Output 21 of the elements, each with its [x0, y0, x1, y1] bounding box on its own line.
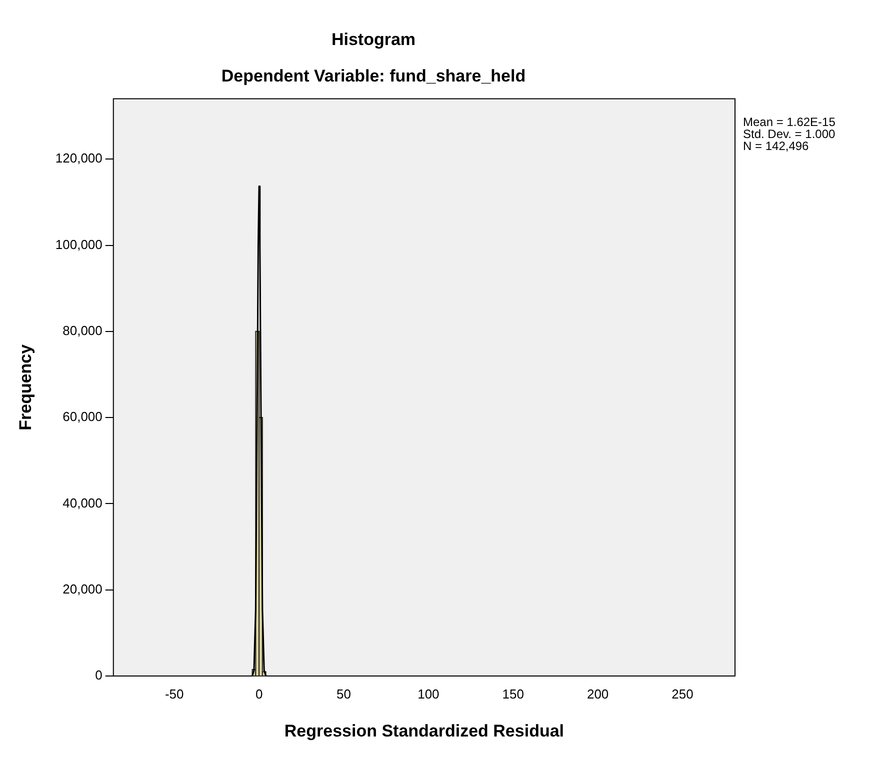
- chart-title: Histogram: [331, 30, 416, 49]
- text: Mean = 1.62E-15: [743, 115, 836, 130]
- y-tick-label: 0: [95, 668, 102, 683]
- text: Std. Dev. = 1.000: [743, 127, 836, 142]
- y-tick-label: 60,000: [62, 409, 102, 424]
- y-tick-label: 100,000: [55, 236, 102, 252]
- x-tick-label: 250: [672, 686, 694, 702]
- y-tick-label: 20,000: [62, 581, 102, 596]
- x-tick-label: 50: [336, 686, 351, 702]
- x-tick-label: 0: [255, 686, 263, 702]
- x-tick-label: -50: [164, 686, 184, 702]
- x-tick-label: 150: [502, 686, 524, 702]
- y-tick-label: 40,000: [62, 495, 102, 510]
- y-axis-title: Frequency: [16, 344, 35, 430]
- y-tick-label: 80,000: [62, 322, 102, 338]
- x-axis-title: Regression Standardized Residual: [284, 721, 564, 740]
- y-tick-label: 120,000: [55, 150, 102, 166]
- text: N = 142,496: [743, 139, 810, 154]
- chart-subtitle: Dependent Variable: fund_share_held: [221, 66, 526, 86]
- x-tick-label: 100: [418, 686, 440, 702]
- x-tick-label: 200: [586, 686, 609, 702]
